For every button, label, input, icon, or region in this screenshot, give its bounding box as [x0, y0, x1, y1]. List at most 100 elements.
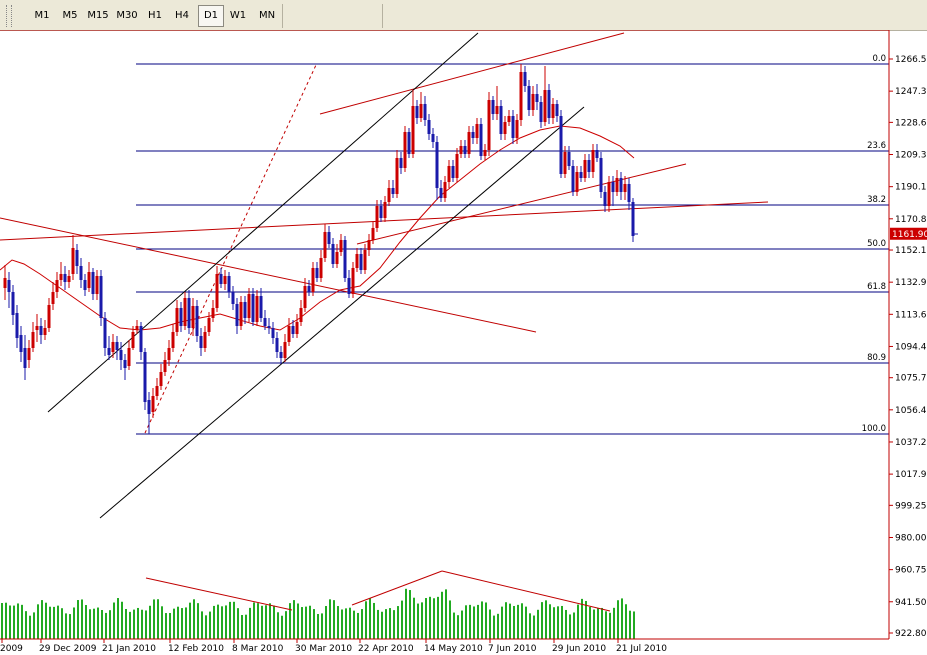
dotted-trend-line — [144, 64, 317, 434]
trend-lines[interactable] — [0, 32, 769, 519]
volume-bar — [445, 589, 447, 639]
candle-body — [151, 396, 155, 412]
candle-body — [11, 292, 15, 315]
candle-body — [203, 332, 207, 348]
volume-bar — [553, 607, 555, 639]
candle-body — [375, 206, 379, 228]
volume-bar — [573, 612, 575, 639]
volume-bar — [361, 609, 363, 639]
candle-body — [475, 124, 479, 138]
volume-bar — [153, 599, 155, 639]
candle-body — [423, 104, 427, 120]
candle-body — [327, 232, 331, 244]
volume-bar — [57, 605, 59, 639]
timeframe-m15[interactable]: M15 — [87, 10, 109, 21]
grip-icon[interactable] — [6, 5, 12, 27]
candle-body — [339, 240, 343, 252]
candle-body — [67, 276, 71, 282]
timeframe-m5[interactable]: M5 — [62, 10, 78, 21]
candle-body — [263, 318, 267, 326]
volume-bar — [161, 606, 163, 639]
timeframe-m30[interactable]: M30 — [116, 10, 138, 21]
volume-bar — [357, 612, 359, 639]
volume-bar — [17, 603, 19, 639]
price-label: 999.25 — [895, 501, 927, 511]
candle-body — [567, 152, 571, 166]
candle-body — [587, 160, 591, 172]
volume-bar — [69, 614, 71, 639]
timeframe-mn[interactable]: MN — [258, 10, 276, 21]
price-label: 1113.65 — [895, 310, 927, 320]
candle-body — [407, 132, 411, 154]
timeframe-w1[interactable]: W1 — [229, 10, 247, 21]
candle-body — [315, 268, 319, 278]
volume-bar — [1, 603, 3, 639]
volume-bar — [369, 598, 371, 639]
volume-bar — [61, 608, 63, 639]
fib-level-label: 80.9 — [867, 353, 886, 363]
candle-body — [255, 296, 259, 322]
candle-body — [115, 342, 119, 350]
candle-body — [599, 158, 603, 192]
candle-body — [575, 172, 579, 192]
timeframe-h1[interactable]: H1 — [148, 10, 162, 21]
volume-bar — [425, 598, 427, 639]
volume-bar — [529, 613, 531, 639]
candle-body — [479, 124, 483, 156]
volume-bar — [373, 602, 375, 639]
volume-bar — [37, 604, 39, 639]
volume-bar — [625, 604, 627, 639]
volume-bar — [413, 597, 415, 639]
volume-bar — [89, 609, 91, 639]
volume-bar — [569, 614, 571, 639]
timeframe-d1[interactable]: D1 — [198, 5, 224, 27]
volume-bar — [549, 604, 551, 639]
candle-body — [47, 305, 51, 328]
volume-trend-lines[interactable] — [145, 570, 611, 612]
volume-bar — [5, 602, 7, 639]
volume-bar — [305, 606, 307, 639]
volume-bar — [245, 614, 247, 639]
candle-body — [351, 268, 355, 294]
candle-body — [223, 276, 227, 284]
volume-bar — [113, 602, 115, 639]
volume-bar — [537, 609, 539, 639]
candle-body — [299, 308, 303, 322]
price-label: 1132.90 — [895, 278, 927, 288]
candle-body — [483, 150, 487, 156]
candle-body — [547, 90, 551, 118]
candle-body — [411, 106, 415, 154]
candle-body — [403, 132, 407, 168]
candle-body — [123, 360, 127, 368]
candle-body — [131, 332, 135, 348]
candle-body — [179, 308, 183, 326]
candle-body — [539, 102, 543, 122]
channel-line — [99, 106, 585, 519]
price-chart[interactable]: 1266.55 1247.30 1228.60 1209.35 1190.10 1170.… — [0, 30, 927, 655]
volume-bar — [289, 603, 291, 639]
volume-trend-line — [441, 570, 611, 612]
candle-body — [219, 274, 223, 284]
candle-body — [51, 292, 55, 304]
volume-trend-line — [351, 570, 443, 606]
timeframe-m1[interactable]: M1 — [34, 10, 50, 21]
volume-bar — [213, 605, 215, 639]
volume-bar — [497, 613, 499, 639]
volume-bar — [377, 609, 379, 639]
volume-bar — [281, 615, 283, 639]
fibonacci-level-labels: 0.0 23.6 38.2 50.0 61.8 80.9 100.0 — [862, 54, 886, 434]
candle-body — [623, 184, 627, 192]
timeframe-h4[interactable]: H4 — [175, 10, 189, 21]
volume-bar — [501, 606, 503, 639]
candle-body — [343, 240, 347, 278]
candle-body — [347, 278, 351, 294]
candle-body — [283, 342, 287, 358]
candle-body — [531, 94, 535, 110]
candle-body — [303, 286, 307, 308]
candle-body — [163, 360, 167, 372]
volume-bar — [269, 603, 271, 639]
volume-bar — [201, 611, 203, 639]
candle-body — [159, 372, 163, 386]
volume-bar — [333, 600, 335, 639]
date-label: 21 Jul 2010 — [616, 644, 667, 654]
